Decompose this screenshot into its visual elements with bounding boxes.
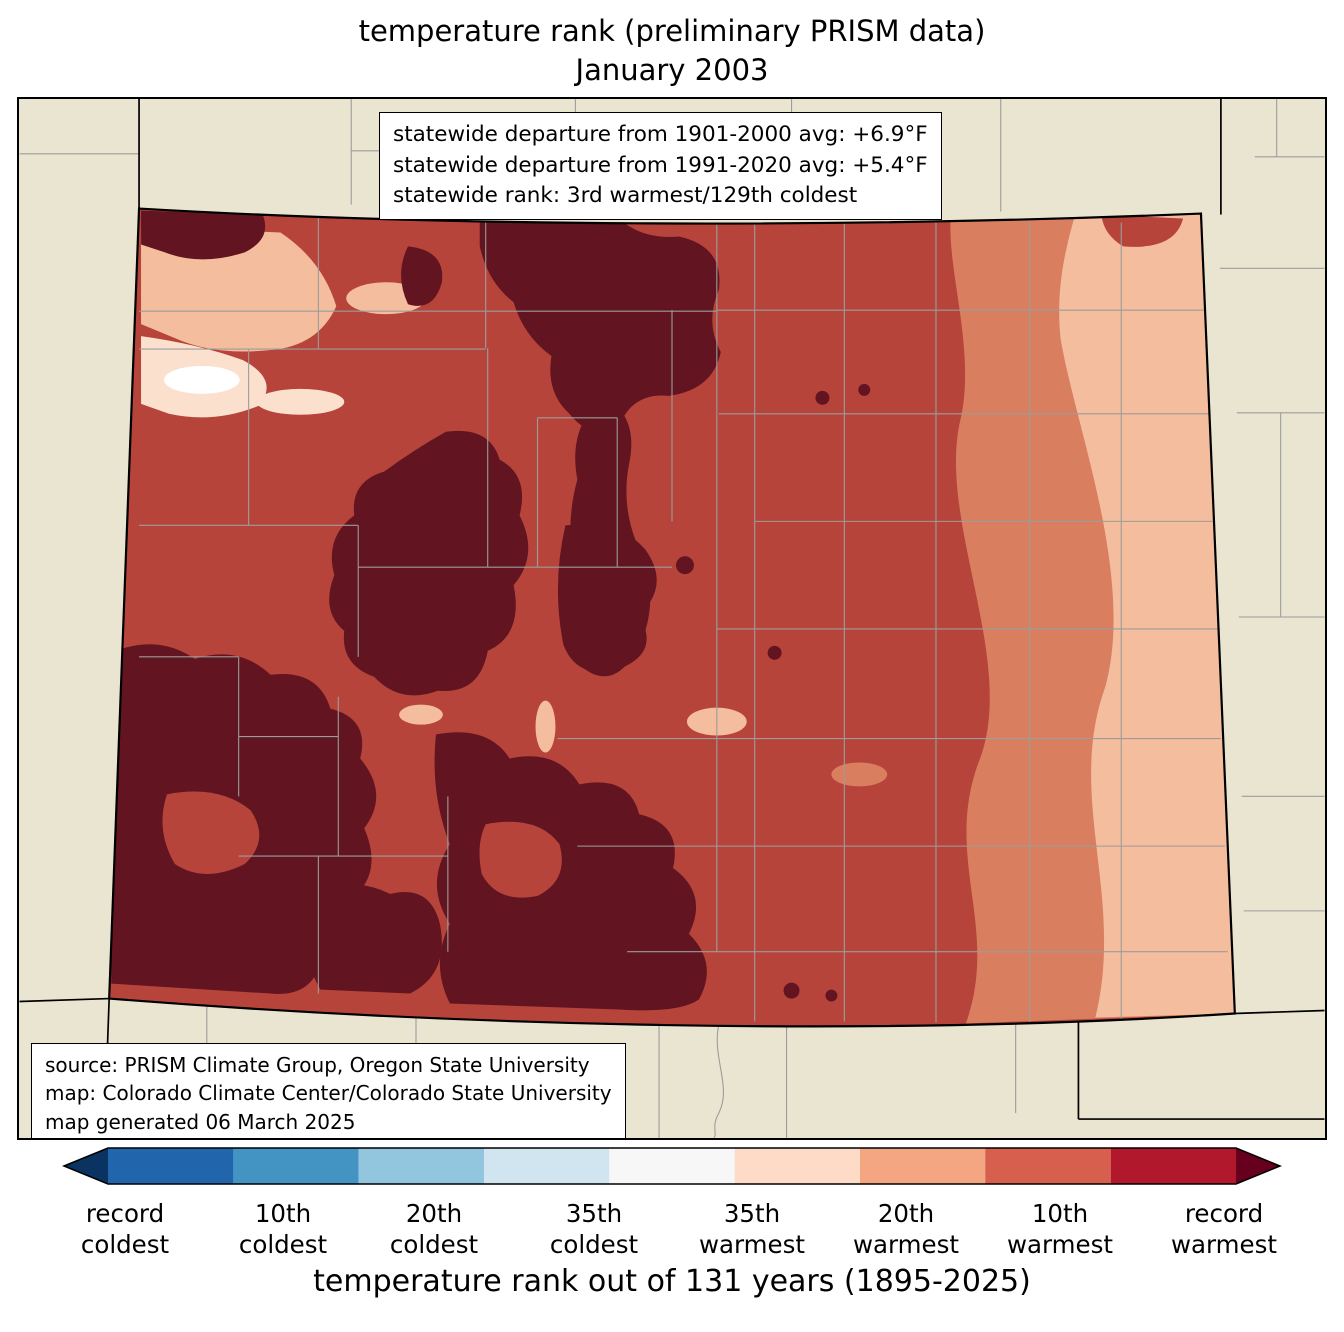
patch-record-warm-south-central <box>434 732 707 1011</box>
patch-record-warm-central-east <box>557 524 657 672</box>
patch-nw-white-spot <box>163 365 240 394</box>
page-title: temperature rank (preliminary PRISM data… <box>358 14 986 48</box>
colorbar-label-10th-warmest: 10th warmest <box>1006 1199 1114 1260</box>
colorbar-label-20th-warmest: 20th warmest <box>852 1199 960 1260</box>
colorado-temperature-rank-map <box>19 99 1325 1138</box>
colorbar-legend: record coldest 10th coldest 20th coldest 35… <box>62 1146 1282 1306</box>
colorbar-segment <box>358 1148 485 1184</box>
colorbar-segment <box>609 1148 735 1184</box>
colorbar-label-10th-coldest: 10th coldest <box>238 1199 328 1260</box>
colorbar-label-35th-warmest: 35th warmest <box>698 1199 806 1260</box>
source-box: source: PRISM Climate Group, Oregon Stat… <box>31 1043 626 1138</box>
patch-record-warm-speck <box>783 982 800 999</box>
colorbar-segment <box>734 1148 861 1184</box>
patch-east-35th-warmest <box>1059 213 1235 1018</box>
patch-record-warm-speck <box>675 556 694 575</box>
title-block: temperature rank (preliminary PRISM data… <box>0 12 1344 90</box>
patch-record-warm-speck <box>767 645 782 660</box>
colorbar-segment <box>108 1148 234 1184</box>
colorbar-segment <box>233 1148 359 1184</box>
patch-nw-pale-spot <box>256 388 345 415</box>
colorbar-segment <box>985 1148 1111 1184</box>
colorado-base-fill <box>109 208 1235 1027</box>
patch-valley-peach <box>399 704 443 725</box>
patch-record-warm-north-spot <box>401 246 443 306</box>
colorbar-label-20th-coldest: 20th coldest <box>389 1199 479 1260</box>
colorbar-segment <box>860 1148 986 1184</box>
patch-red-hole-south <box>479 821 562 898</box>
colorado-county-boundaries <box>139 210 1228 1023</box>
source-line-1: source: PRISM Climate Group, Oregon Stat… <box>45 1053 590 1077</box>
patch-valley-peach <box>535 700 556 753</box>
colorbar-segment <box>1110 1148 1237 1184</box>
patch-valley-salmon <box>831 762 888 787</box>
source-line-2: map: Colorado Climate Center/Colorado St… <box>45 1081 612 1106</box>
colorbar-right-arrow <box>1236 1148 1280 1184</box>
source-line-3: map generated 06 March 2025 <box>45 1109 356 1134</box>
colorbar <box>62 1147 1282 1185</box>
patch-red-hole-sw <box>162 791 260 875</box>
colorbar-left-arrow <box>64 1148 108 1184</box>
colorado-state-border <box>108 207 1236 1028</box>
colorbar-label-record-warmest: record warmest <box>1170 1199 1278 1260</box>
patch-record-warm-central-mtns <box>329 430 529 696</box>
patch-record-warm-speck <box>858 383 871 396</box>
patch-record-warm-speck <box>825 989 838 1002</box>
temperature-rank-patches <box>111 208 1235 1024</box>
map-frame: statewide departure from 1901-2000 avg: … <box>17 97 1327 1140</box>
stats-line-3: statewide rank: 3rd warmest/129th coldes… <box>393 183 858 209</box>
colorbar-label-record-coldest: record coldest <box>80 1199 170 1260</box>
stats-line-2: statewide departure from 1991-2020 avg: … <box>393 152 928 178</box>
patch-record-warm-south-bridge <box>301 883 442 994</box>
stats-box: statewide departure from 1901-2000 avg: … <box>379 112 942 220</box>
colorbar-outline <box>62 1147 1282 1185</box>
patch-record-warm-north-central <box>479 208 721 432</box>
colorbar-label-35th-coldest: 35th coldest <box>549 1199 639 1260</box>
stats-line-1: statewide departure from 1901-2000 avg: … <box>393 122 928 147</box>
page-subtitle: January 2003 <box>575 53 769 88</box>
colorbar-caption: temperature rank out of 131 years (1895-… <box>313 1264 1031 1299</box>
patch-record-warm-nw-corner <box>141 210 266 260</box>
patch-record-warm-speck <box>815 390 830 405</box>
colorbar-segment <box>484 1148 610 1184</box>
